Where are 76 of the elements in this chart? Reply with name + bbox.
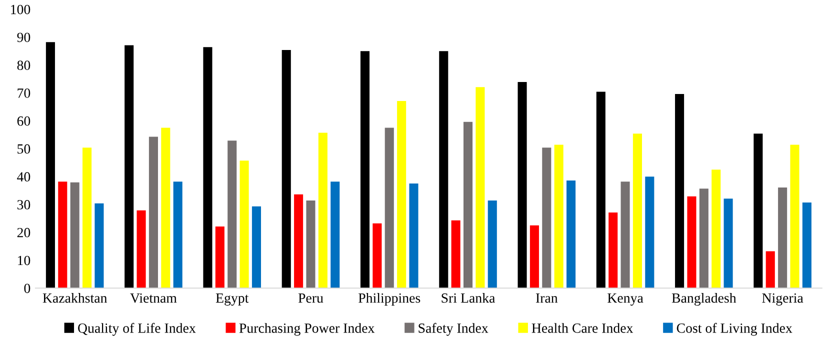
bar <box>530 225 539 288</box>
y-tick-label: 30 <box>17 200 30 210</box>
x-tick-label: Sri Lanka <box>442 292 496 303</box>
bar <box>318 132 328 288</box>
y-tick-label: 50 <box>18 144 30 154</box>
x-tick-label: Kazakhstan <box>42 292 108 303</box>
bar <box>712 170 721 288</box>
y-tick-label: 100 <box>11 4 30 14</box>
bar <box>240 160 249 288</box>
bar <box>608 212 618 288</box>
bar <box>360 51 370 288</box>
bar <box>124 45 134 288</box>
bar <box>282 50 291 288</box>
bar <box>330 182 340 288</box>
y-tick-label: 90 <box>17 32 30 42</box>
bar <box>802 202 812 288</box>
y-tick-label: 10 <box>18 256 30 266</box>
bar <box>136 210 146 288</box>
y-tick-label: 40 <box>17 172 30 182</box>
bar <box>488 200 497 288</box>
bar <box>252 206 262 288</box>
bar <box>476 87 485 288</box>
bar <box>463 122 473 288</box>
bar <box>687 196 696 288</box>
bar <box>173 182 182 288</box>
bar <box>161 128 170 288</box>
bar <box>766 251 775 288</box>
x-tick-label: Bangladesh <box>672 292 736 306</box>
x-tick-label: Nigeria <box>762 293 804 306</box>
legend-label: Quality of Life Index <box>78 322 196 336</box>
bar <box>82 148 92 288</box>
y-tick-label: 80 <box>17 60 30 70</box>
x-tick-label: Kenya <box>608 293 644 306</box>
y-tick-label: 20 <box>17 228 30 238</box>
bar <box>518 82 527 288</box>
bar <box>554 144 564 288</box>
bar <box>46 42 55 288</box>
bar <box>596 92 606 288</box>
y-tick-label: 70 <box>18 88 30 98</box>
bar <box>397 101 406 288</box>
x-tick-label: Iran <box>536 294 558 303</box>
bar <box>70 182 80 288</box>
x-tick-label: Peru <box>298 294 324 303</box>
bar <box>203 47 212 288</box>
bar <box>215 226 224 288</box>
bar <box>632 134 642 288</box>
bar <box>228 140 237 288</box>
bar <box>620 182 630 288</box>
bar <box>542 148 552 288</box>
bar <box>778 187 788 288</box>
bar <box>94 203 104 288</box>
bar <box>148 136 158 288</box>
legend-label: Cost of Living Index <box>676 322 792 336</box>
bar <box>384 128 394 288</box>
bar <box>451 220 460 288</box>
bar <box>306 200 316 288</box>
x-tick-label: Vietnam <box>130 293 177 303</box>
bar <box>294 194 304 288</box>
bar <box>790 144 800 288</box>
bar <box>699 188 708 288</box>
bar <box>58 182 68 288</box>
bar <box>372 223 382 288</box>
legend-label: Purchasing Power Index <box>239 323 375 336</box>
legend-label: Safety Index <box>418 322 488 336</box>
x-tick-label: Egypt <box>216 293 249 306</box>
y-tick-label: 60 <box>17 116 30 126</box>
legend-label: Health Care Index <box>532 323 634 333</box>
bar <box>645 176 654 288</box>
bar <box>409 184 418 288</box>
bar <box>754 134 763 288</box>
bar <box>675 94 684 288</box>
x-tick-label: Philippines <box>358 292 420 306</box>
bar <box>724 198 733 288</box>
y-tick-label: 0 <box>24 284 30 294</box>
bar <box>439 51 448 288</box>
bar <box>566 180 576 288</box>
